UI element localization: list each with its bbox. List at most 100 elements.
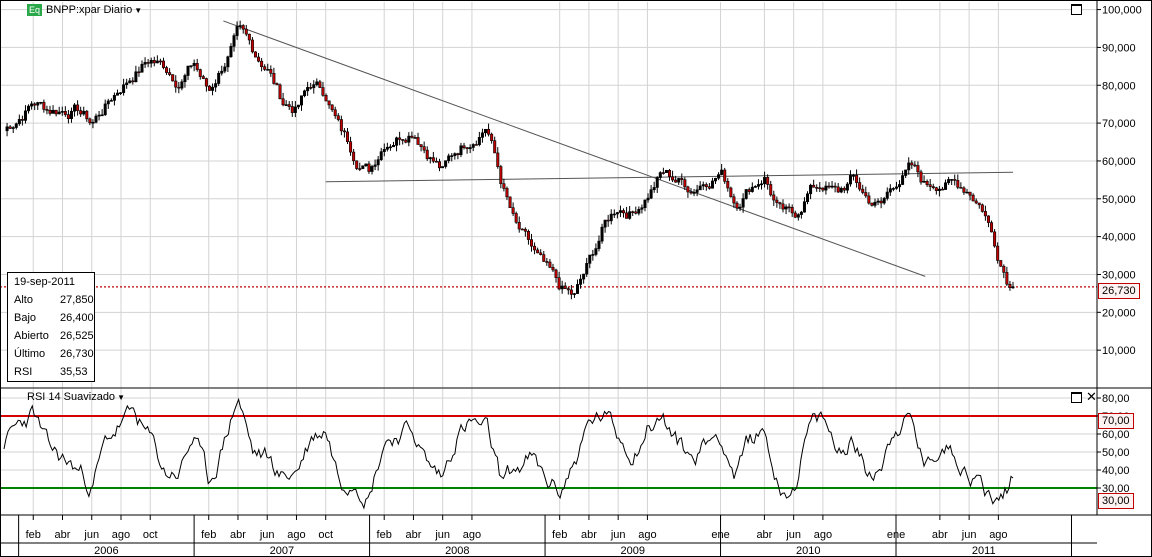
candle-body [661,172,665,174]
candle-body [977,202,981,206]
candle-body [609,213,613,222]
rsi-bands [0,415,1097,489]
candle-body [382,148,386,152]
candle-body [940,188,944,191]
month-label: ago [287,529,305,541]
candle-body [913,164,917,167]
rsi-tick-label: 80,00 [1102,393,1130,405]
candle-body [671,176,675,181]
candle-body [618,210,622,213]
rsi-line [3,397,1014,510]
candle-body [241,25,245,30]
candle-body [336,115,340,120]
year-label: 2007 [270,545,294,557]
candle-body [447,155,451,161]
candle-body [45,109,49,111]
candle-body [247,33,251,41]
candle-body [996,245,1000,261]
candle-body [990,222,994,233]
candle-body [23,110,27,121]
candle-body [867,195,871,204]
candle-body [66,114,70,120]
candle-body [30,103,34,107]
candle-body [968,191,972,196]
candle-body [655,177,659,188]
candle-body [588,254,592,264]
candle-body [207,85,211,91]
candle-body [204,78,208,87]
info-value: 26,400 [60,312,94,324]
candle-body [315,81,319,85]
month-label: jun [610,529,626,541]
month-label: abr [932,529,948,541]
candle-body [413,137,417,139]
candle-body [842,187,846,191]
candle-body [57,111,61,115]
candle-body [137,71,141,74]
candle-body [385,146,389,150]
candle-body [97,114,101,117]
candle-body [296,104,300,108]
candle-body [339,119,343,132]
candle-body [898,184,902,188]
close-rsi-pane-icon[interactable]: ✕ [1086,389,1097,404]
candle-body [738,206,742,209]
candle-body [1002,265,1006,273]
candle-body [8,126,12,129]
candle-body [643,199,647,209]
candle-body [379,151,383,160]
candle-body [686,186,690,193]
candle-body [48,109,52,114]
candle-body [704,184,708,188]
candle-body [710,180,714,189]
candle-body [585,263,589,275]
candle-body [793,212,797,218]
candle-body [391,145,395,148]
candle-body [367,163,371,172]
candle-body [698,185,702,191]
maximize-rsi-pane-icon[interactable] [1071,392,1082,403]
month-label: abr [581,529,597,541]
candle-body [278,84,282,100]
candle-body [434,160,438,163]
candle-body [717,174,721,179]
candle-body [63,111,67,115]
candle-body [502,183,506,189]
candle-body [462,145,466,148]
candle-body [257,56,261,62]
candle-body [680,178,684,180]
candle-body [922,181,926,183]
month-label: jun [259,529,275,541]
candle-body [327,100,331,106]
main-title-selector[interactable]: Eq BNPP:xpar Diario ▼ [27,4,142,16]
price-tick-label: 60,000 [1102,156,1136,168]
rsi-title-selector[interactable]: RSI 14 Suavizado ▼ [27,391,125,403]
month-label: ago [989,529,1007,541]
candle-body [401,139,405,141]
candle-body [14,123,18,128]
year-label: 2011 [972,545,996,557]
candle-body [781,203,785,210]
candle-body [901,175,905,185]
candle-body [753,186,757,188]
candle-body [600,226,604,242]
maximize-main-pane-icon[interactable] [1071,4,1082,15]
candle-body [928,184,932,187]
candle-body [993,231,997,247]
candle-body [42,101,46,110]
candle-body [894,186,898,189]
candle-body [551,267,555,271]
info-value: 35,53 [60,366,88,378]
candle-body [404,139,408,143]
candle-body [100,114,104,117]
candle-body [980,204,984,212]
candle-body [916,165,920,173]
candle-body [962,187,966,193]
year-label: 2008 [445,545,469,557]
candle-body [806,193,810,203]
candle-body [692,192,696,194]
equity-badge: Eq [27,4,43,16]
candle-body [625,212,629,219]
candle-body [815,186,819,189]
